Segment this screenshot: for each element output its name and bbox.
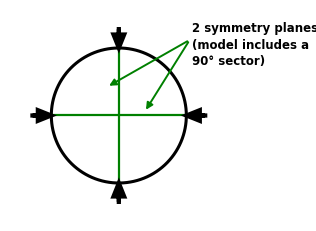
FancyArrow shape	[33, 110, 51, 121]
FancyArrow shape	[186, 110, 205, 121]
FancyArrow shape	[113, 29, 124, 48]
FancyArrow shape	[113, 183, 124, 202]
Text: 2 symmetry planes
(model includes a
90° sector): 2 symmetry planes (model includes a 90° …	[192, 22, 316, 68]
